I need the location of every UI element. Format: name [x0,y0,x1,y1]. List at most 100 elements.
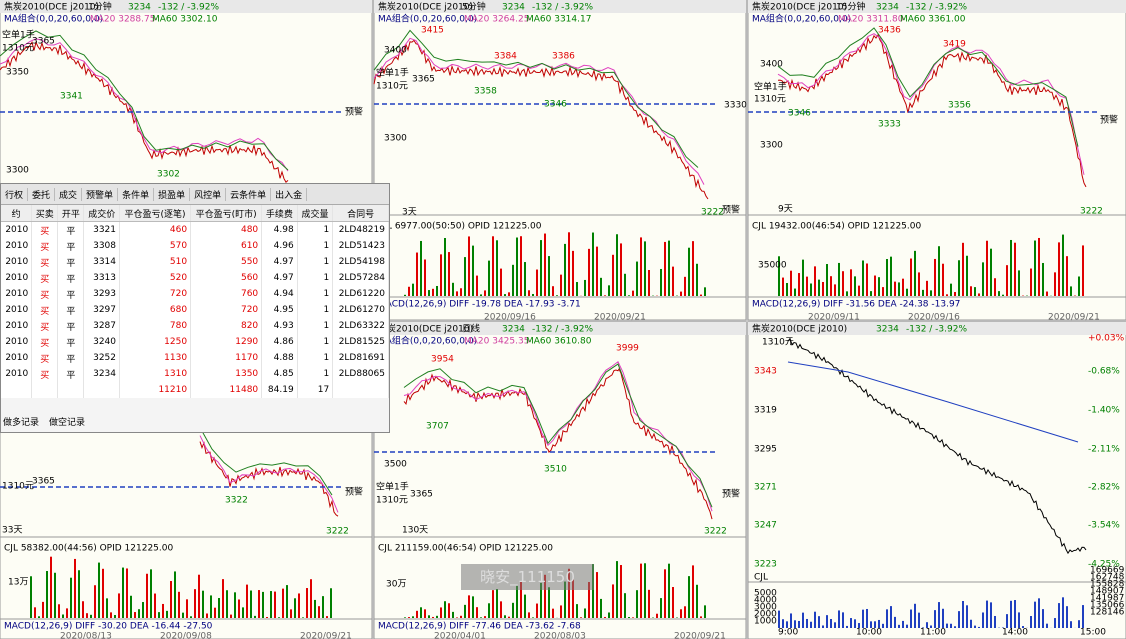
tab[interactable]: 云条件单 [226,187,272,201]
volume-bar [540,240,542,296]
tab[interactable]: 委托 [28,187,56,201]
price-label: 3300 [6,166,29,176]
volume-bar [1082,245,1084,296]
volume-bar [322,596,324,618]
volume-bar [174,571,176,618]
volume-bar [500,601,502,618]
volume-bar [930,625,932,628]
tab[interactable]: 风控单 [190,187,227,201]
volume-bar [162,603,164,618]
volume-bar [544,574,546,618]
cell: 3234 [83,366,120,382]
volume-bar [636,261,638,296]
tab[interactable]: 条件单 [118,187,155,201]
tab[interactable]: 出入金 [271,187,308,201]
header-bar [374,322,746,335]
cell: 4.93 [261,318,298,334]
volume-bar [408,286,410,296]
trade-row: 2010 买平 3308 570 610 4.96 1 2LD51423 [1,238,389,254]
price-label: 3302 [157,170,180,180]
macd-legend: MACD(12,26,9) DIFF -30.20 DEA -16.44 -27… [4,622,213,632]
volume-bar [158,612,160,618]
price-label: 3500 [384,460,407,470]
price-label: -2.11% [1088,445,1120,455]
volume-bar [524,262,526,296]
ma60-line [373,29,699,168]
volume-bar [532,617,534,618]
volume-bar [1058,603,1060,628]
price-label: 3295 [754,445,777,455]
volume-bar [146,573,148,618]
radio-option[interactable]: 做多记录 [3,418,40,428]
volume-bar [242,607,244,618]
price-label: 3350 [6,68,29,78]
cell: 4.98 [261,221,298,238]
trade-row: 2010 买平 3313 520 560 4.97 1 2LD57284 [1,270,389,286]
volume-bar [890,256,892,296]
cell: 2LD48219 [332,221,389,238]
volume-bar [962,601,964,628]
volume-bar [986,600,988,628]
volume-bar [958,260,960,296]
volume-bar [492,590,494,618]
volume-bar [444,238,446,296]
date-label: 2020/08/13 [60,632,112,639]
panel: 焦炭2010(DCE j2010)15分钟 3234 -132 / -3.92%MA… [747,0,1126,323]
volume-bar [966,605,968,628]
column-header: 手续费 [261,205,298,222]
volume-bar [858,285,860,296]
volume-bar [616,234,618,296]
volume-bar [914,250,916,296]
volume-bar [620,243,622,296]
volume-bar [424,609,426,618]
price-line [373,39,709,200]
cell: 2LD88065 [332,366,389,382]
cell: 2LD61270 [332,302,389,318]
price-label: 3400 [384,46,407,56]
price-label: 3341 [60,92,83,102]
volume-bar [258,590,260,618]
column-header: 约 [1,205,33,222]
volume-bar [612,584,614,618]
price-label: 3343 [754,367,777,377]
volume-bar [604,616,606,618]
volume-bar [644,563,646,618]
cell: 平 [57,286,85,302]
volume-bar [1042,262,1044,296]
volume-bar [492,236,494,296]
tab[interactable]: 损盈单 [154,187,191,201]
volume-bar [612,254,614,296]
volume-bar [818,279,820,296]
price-label: 3358 [474,87,497,97]
header-item: 焦炭2010(DCE j2010) [752,1,847,13]
header-item: -132 / -3.92% [158,3,219,13]
volume-bar [436,615,438,618]
volume-bar [556,295,558,296]
price-label: 1310元 [376,82,408,92]
tab[interactable]: 成交 [55,187,83,201]
volume-bar [588,248,590,296]
volume-bar [842,271,844,296]
cell: 3314 [83,254,120,270]
volume-bar [488,603,490,618]
watermark: 晓安_111150 [461,564,594,590]
price-label: 3365 [410,490,433,500]
cell: 3297 [83,302,120,318]
price-label: 1310元 [376,496,408,506]
price-label: 空单1手 [754,81,787,93]
date-label: 2020/09/21 [1048,313,1100,323]
volume-bar [886,609,888,628]
price-label: 3356 [948,101,971,111]
volume-bar [910,609,912,628]
price-label: -2.82% [1088,483,1120,493]
volume-bar [118,593,120,618]
volume-bar [818,616,820,628]
volume-bar [432,616,434,618]
volume-bar [330,588,332,618]
tab[interactable]: 预警单 [82,187,119,201]
volume-bar [74,558,76,618]
tab[interactable]: 行权 [1,187,29,201]
volume-bar [286,585,288,618]
price-label: 3346 [788,109,811,119]
radio-option[interactable]: 做空记录 [49,418,86,428]
